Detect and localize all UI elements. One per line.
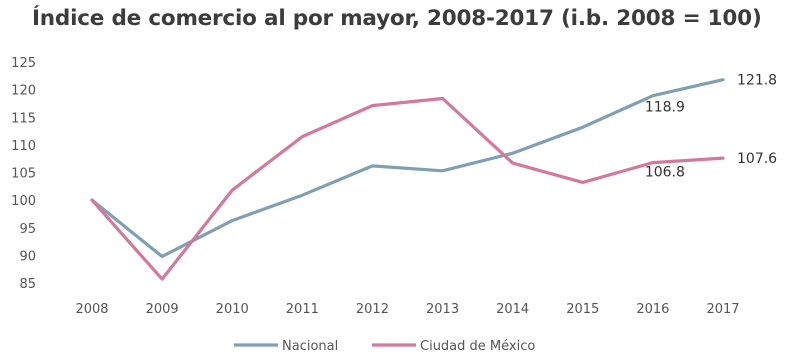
x-tick-label: 2015 <box>566 302 599 317</box>
y-tick-label: 105 <box>11 167 36 182</box>
y-tick-label: 90 <box>19 249 36 264</box>
series-lines <box>90 78 725 281</box>
x-axis-ticks: 2008 2009 2010 2011 2012 2013 2014 2015 2016 2017 <box>75 302 739 317</box>
x-tick-label: 2008 <box>75 302 108 317</box>
data-label: 106.8 <box>645 165 685 181</box>
x-tick-label: 2013 <box>426 302 459 317</box>
y-tick-label: 100 <box>11 194 36 209</box>
x-tick-label: 2016 <box>636 302 669 317</box>
data-labels: 118.9 121.8 106.8 107.6 <box>645 73 777 181</box>
y-tick-label: 85 <box>19 277 36 292</box>
x-tick-label: 2014 <box>496 302 529 317</box>
x-tick-label: 2011 <box>286 302 319 317</box>
data-label: 107.6 <box>737 151 777 167</box>
series-line-nacional <box>90 78 725 259</box>
legend: Nacional Ciudad de México <box>234 339 535 354</box>
data-label: 121.8 <box>737 73 777 89</box>
legend-label-ciudad-de-mexico: Ciudad de México <box>420 339 535 354</box>
data-label: 118.9 <box>645 100 685 116</box>
y-tick-label: 95 <box>19 222 36 237</box>
series-line-ciudad-de-mexico <box>90 96 725 281</box>
legend-label-nacional: Nacional <box>282 339 338 354</box>
x-tick-label: 2009 <box>146 302 179 317</box>
x-tick-label: 2010 <box>216 302 249 317</box>
y-tick-label: 120 <box>11 84 36 99</box>
chart-title: Índice de comercio al por mayor, 2008-20… <box>32 6 762 31</box>
y-tick-label: 115 <box>11 111 36 126</box>
y-tick-label: 125 <box>11 56 36 71</box>
x-tick-label: 2012 <box>356 302 389 317</box>
y-tick-label: 110 <box>11 139 36 154</box>
x-tick-label: 2017 <box>706 302 739 317</box>
y-axis-ticks: 85 90 95 100 105 110 115 120 125 <box>11 56 36 292</box>
